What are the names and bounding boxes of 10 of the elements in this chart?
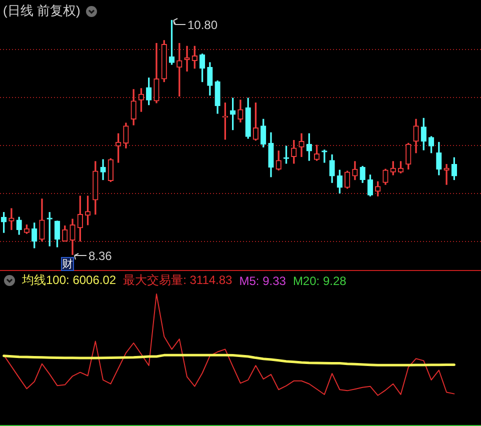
annotation: 8.36 [88, 248, 112, 263]
chart-title: (日线 前复权) [3, 2, 80, 20]
annotation: 财 [62, 258, 73, 271]
candlestick [100, 159, 106, 180]
annotation: 10.80 [188, 18, 218, 32]
text: 均线100: 6006.02 [22, 272, 116, 289]
legend-label: M20: 9.28 [292, 274, 346, 288]
candlestick [8, 208, 14, 230]
text: 最大交易量: 3114.83 [123, 272, 232, 289]
legend-label: M5: 9.33 [239, 274, 286, 288]
